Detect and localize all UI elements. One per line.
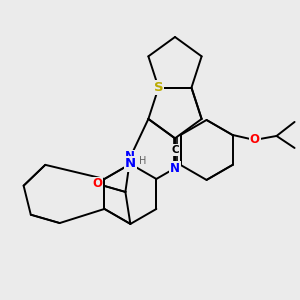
Text: O: O bbox=[250, 134, 260, 146]
Text: H: H bbox=[140, 156, 147, 166]
Text: N: N bbox=[125, 158, 136, 170]
Text: O: O bbox=[92, 178, 102, 190]
Text: S: S bbox=[154, 81, 164, 94]
Text: C: C bbox=[171, 145, 179, 155]
Text: N: N bbox=[125, 151, 135, 164]
Text: N: N bbox=[170, 162, 180, 175]
